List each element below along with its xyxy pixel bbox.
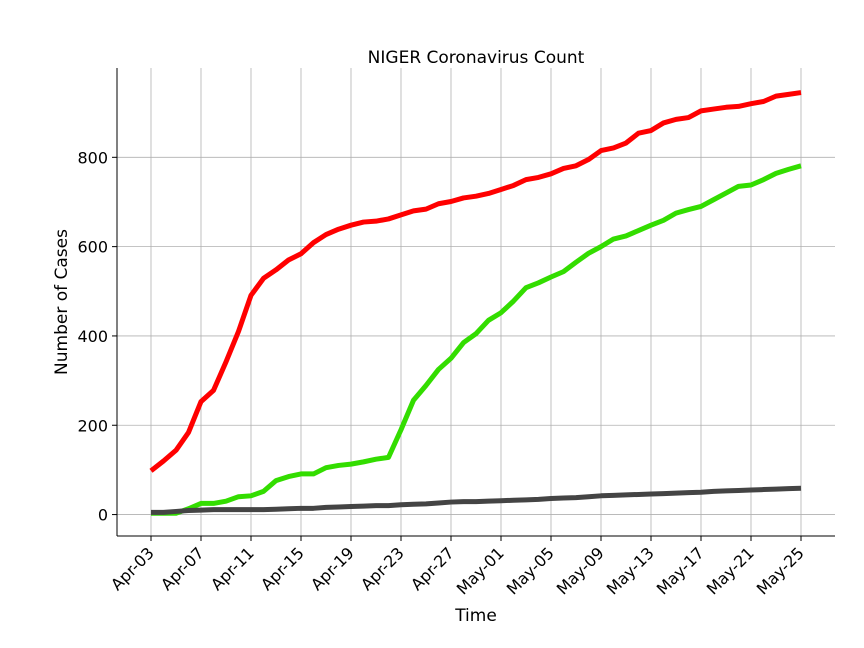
y-tick-label: 600 xyxy=(77,238,108,257)
x-tick-label: May-09 xyxy=(553,543,608,598)
x-tick-label: Apr-23 xyxy=(357,543,408,594)
y-axis-title: Number of Cases xyxy=(52,229,72,375)
y-ticks: 0 200 400 600 800 xyxy=(77,148,117,525)
series-lines xyxy=(149,90,802,516)
y-tick-label: 800 xyxy=(77,148,108,167)
series-line-3 xyxy=(151,485,802,515)
x-tick-label: May-13 xyxy=(603,543,658,598)
x-tick-label: May-01 xyxy=(453,543,508,598)
x-tick-label: May-17 xyxy=(653,543,708,598)
y-tick-label: 200 xyxy=(77,416,108,435)
x-tick-label: Apr-19 xyxy=(307,543,358,594)
x-tick-label: Apr-27 xyxy=(407,543,458,594)
y-tick-label: 0 xyxy=(98,506,108,525)
x-tick-label: Apr-15 xyxy=(257,543,308,594)
x-tick-label: Apr-07 xyxy=(157,543,208,594)
chart-title: NIGER Coronavirus Count xyxy=(368,48,585,68)
x-tick-label: May-21 xyxy=(703,543,758,598)
x-tick-label: May-05 xyxy=(503,543,558,598)
x-ticks: Apr-03 Apr-07 Apr-11 Apr-15 Apr-19 Apr-23 Apr-… xyxy=(107,536,808,599)
grid-lines xyxy=(117,68,835,536)
series-line-1 xyxy=(149,90,802,473)
y-tick-label: 400 xyxy=(77,327,108,346)
x-tick-label: Apr-11 xyxy=(207,543,258,594)
axes xyxy=(116,68,835,537)
series-line-2 xyxy=(151,163,802,516)
x-axis-title: Time xyxy=(454,606,497,626)
x-tick-label: Apr-03 xyxy=(107,543,158,594)
x-tick-label: May-25 xyxy=(753,543,808,598)
